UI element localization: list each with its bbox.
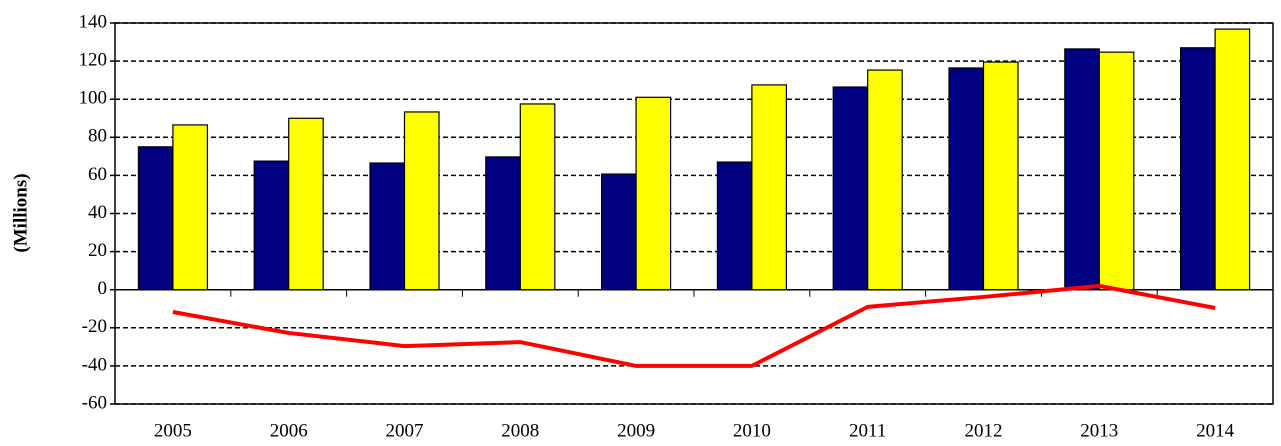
plot-border [114,22,1274,405]
y-tick-label: 120 [79,49,108,70]
bar [403,111,440,291]
x-tick-label: 2010 [733,420,771,441]
bar [137,146,174,291]
bar [600,173,637,291]
bar [519,103,556,291]
bar [635,96,672,291]
bar [369,162,406,291]
bar [1098,51,1135,291]
bar [982,61,1019,291]
bar [751,84,788,291]
y-tick-label: -40 [82,354,107,375]
x-tick-label: 2008 [501,420,539,441]
bar [485,156,521,291]
x-tick-label: 2007 [386,420,424,441]
y-tick-label: 60 [88,164,107,185]
bar [1179,47,1216,291]
bar [288,117,324,291]
line [172,283,1216,368]
x-tick-label: 2009 [617,420,655,441]
y-tick-label: -60 [82,392,107,413]
y-tick-label: 20 [88,240,107,261]
bar [1214,28,1251,291]
y-tick-label: 100 [79,88,108,109]
bar [172,124,208,291]
x-tick-label: 2005 [154,420,192,441]
y-tick-label: 0 [98,278,108,299]
y-tick-label: -20 [82,316,107,337]
x-tick-label: 2014 [1196,420,1235,441]
x-tick-label: 2011 [849,420,886,441]
bar [867,69,903,291]
bar [716,161,753,291]
x-tick-label: 2013 [1080,420,1118,441]
bar [832,86,869,291]
y-tick-label: 80 [88,126,107,147]
y-axis-label: (Millions) [10,173,31,252]
bar [948,67,985,291]
y-tick-label: 140 [79,11,108,32]
bar [253,160,290,291]
y-tick-label: 40 [88,202,107,223]
bar [1064,48,1100,291]
x-tick-label: 2006 [270,420,308,441]
x-tick-label: 2012 [965,420,1003,441]
